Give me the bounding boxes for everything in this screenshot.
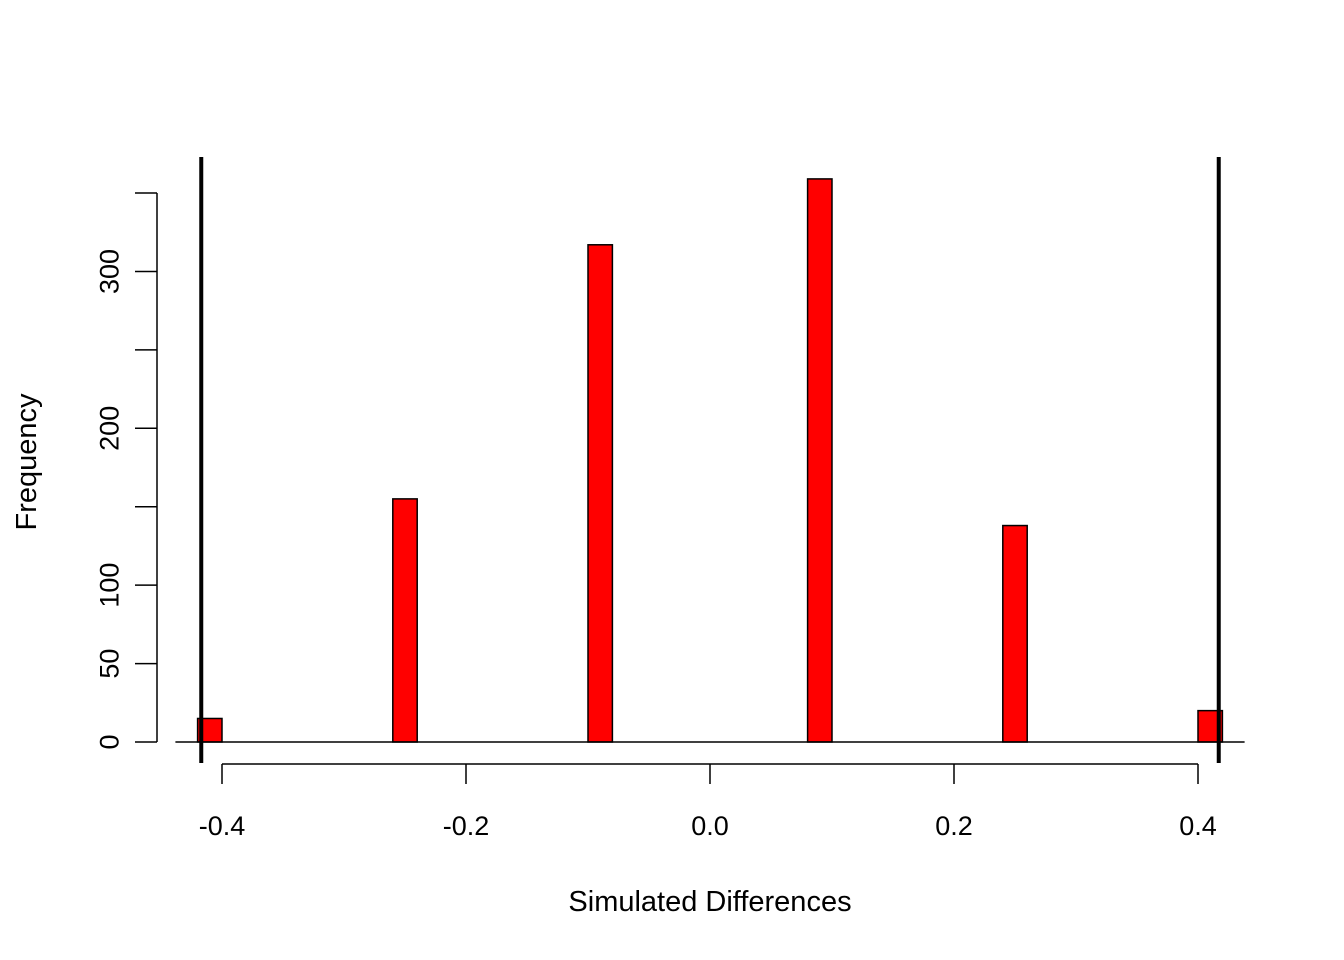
x-tick-label: -0.4	[199, 811, 246, 841]
reference-lines-group	[199, 157, 1221, 763]
histogram-bar	[392, 498, 418, 743]
y-axis-label: Frequency	[11, 393, 43, 531]
bars-group	[196, 178, 1224, 743]
histogram-bar	[806, 178, 833, 743]
x-tick-label: 0.2	[935, 811, 973, 841]
x-tick-label: 0.4	[1179, 811, 1217, 841]
y-tick-label: 300	[94, 249, 124, 294]
x-axis-label: Simulated Differences	[568, 886, 851, 918]
y-tick-label: 100	[94, 563, 124, 608]
histogram-bar	[587, 244, 614, 743]
y-tick-label: 0	[94, 734, 124, 749]
x-tick-label: -0.2	[443, 811, 490, 841]
y-tick-label: 200	[94, 406, 124, 451]
x-axis: -0.4 -0.2 0.0 0.2 0.4	[199, 763, 1217, 841]
histogram-bar	[1002, 524, 1028, 743]
y-tick-label: 50	[94, 649, 124, 679]
x-tick-label: 0.0	[691, 811, 729, 841]
y-axis: 0 50 100 200 300	[94, 192, 158, 750]
